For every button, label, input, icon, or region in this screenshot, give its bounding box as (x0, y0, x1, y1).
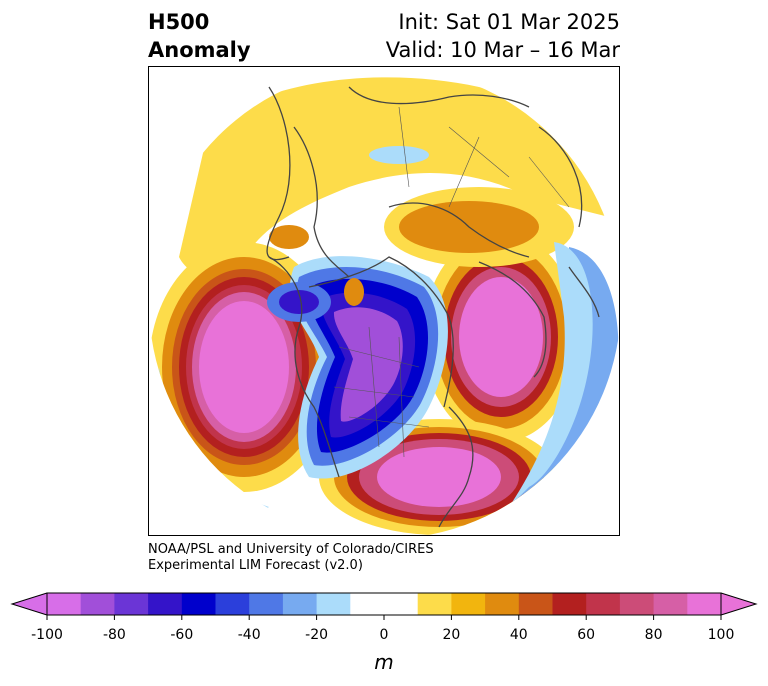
borders (333, 106, 570, 458)
ridge-outer-ring (179, 77, 609, 278)
colorbar-segment (249, 593, 284, 615)
colorbar (10, 592, 758, 620)
colorbar-overflow-arrow (721, 593, 756, 615)
ridge-southeast-us (377, 447, 501, 507)
colorbar-segment (47, 593, 82, 615)
colorbar-segment (148, 593, 183, 615)
colorbar-tick-label: -20 (305, 627, 329, 643)
colorbar-underflow-arrow (12, 593, 47, 615)
trough-north-america (333, 307, 403, 422)
colorbar-outline (46, 592, 722, 616)
colorbar-segment (518, 593, 553, 615)
title-right: Init: Sat 01 Mar 2025 Valid: 10 Mar – 16… (386, 8, 620, 64)
credit-text: NOAA/PSL and University of Colorado/CIRE… (148, 542, 434, 574)
map-svg (149, 77, 619, 535)
trough-arctic (369, 146, 429, 164)
colorbar-tick-label: 100 (707, 627, 735, 643)
colorbar-segment (586, 593, 621, 615)
colorbar-tick-label: -40 (237, 627, 261, 643)
colorbar-segment (552, 593, 587, 615)
colorbar-segment (181, 593, 216, 615)
ridge-north-atlantic (459, 277, 543, 397)
colorbar-segments (47, 593, 722, 615)
title-left: H500 Anomaly (148, 8, 251, 64)
colorbar-segment (80, 593, 115, 615)
colorbar-tick-label: 80 (644, 627, 663, 643)
colorbar-segment (350, 593, 385, 615)
credit-line-1: NOAA/PSL and University of Colorado/CIRE… (148, 542, 434, 557)
colorbar-unit: m (374, 650, 394, 674)
colorbar-segment (687, 593, 722, 615)
title-variable: H500 (148, 10, 210, 34)
colorbar-segment (316, 593, 351, 615)
colorbar-segment (619, 593, 655, 615)
colorbar-tick-label: -100 (31, 627, 63, 643)
colorbar-tick-label: -80 (102, 627, 126, 643)
colorbar-segment (384, 593, 419, 615)
title-field: Anomaly (148, 38, 251, 62)
colorbar-segment (417, 593, 452, 615)
colorbar-segment (653, 593, 688, 615)
init-date: Init: Sat 01 Mar 2025 (398, 10, 620, 34)
colorbar-tick-label: -60 (170, 627, 194, 643)
ridge-west-pacific (199, 301, 289, 433)
colorbar-tick-label: 20 (442, 627, 461, 643)
colorbar-ticks (46, 615, 722, 620)
coastlines (266, 86, 600, 528)
colorbar-segment (282, 593, 318, 615)
colorbar-segment (451, 593, 486, 615)
colorbar-segment (114, 593, 149, 615)
colorbar-tick-label: 40 (509, 627, 528, 643)
colorbar-tick-label: 0 (379, 627, 389, 643)
colorbar-segment (485, 593, 520, 615)
colorbar-tick-label: 60 (577, 627, 596, 643)
credit-line-2: Experimental LIM Forecast (v2.0) (148, 558, 363, 573)
anomaly-map (148, 66, 620, 536)
colorbar-segment (215, 593, 250, 615)
valid-range: Valid: 10 Mar – 16 Mar (385, 38, 620, 62)
